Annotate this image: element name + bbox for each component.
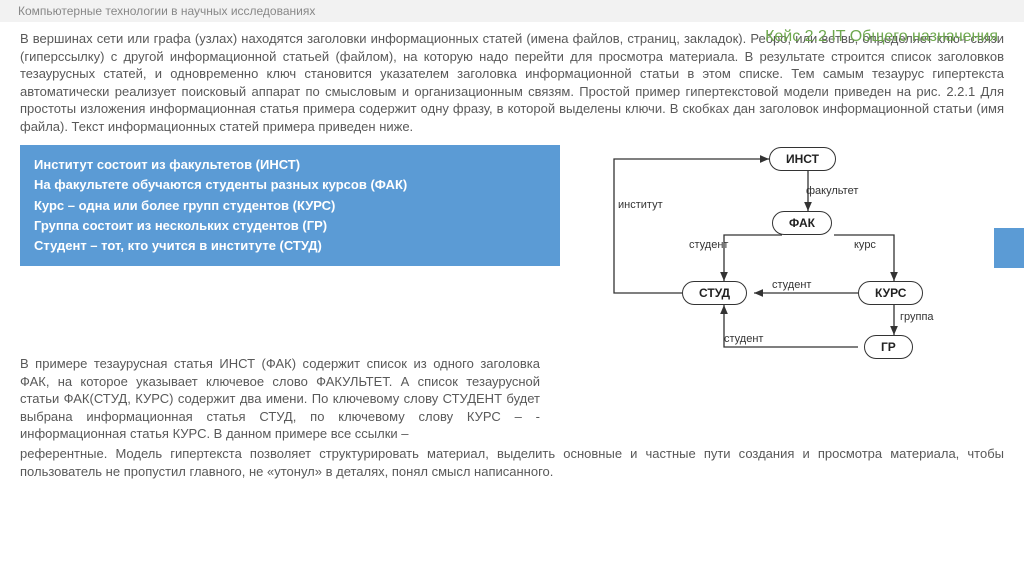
side-accent-block [994, 228, 1024, 268]
edge-label: студент [689, 239, 728, 251]
hypertext-diagram: ИНСТ ФАК СТУД КУРС ГР факультет студент … [574, 139, 964, 349]
node-stud: СТУД [682, 281, 747, 305]
middle-row: Институт состоит из факультетов (ИНСТ) Н… [20, 145, 1004, 349]
node-fak: ФАК [772, 211, 832, 235]
edge-label: институт [618, 199, 663, 211]
paragraph-3: референтные. Модель гипертекста позволяе… [20, 445, 1004, 480]
node-gr: ГР [864, 335, 913, 359]
edge-label: студент [724, 333, 763, 345]
def-line: Группа состоит из нескольких студентов (… [34, 216, 546, 236]
case-title: Кейс 2.2 IT Общего назначения [765, 28, 998, 46]
main-content: Кейс 2.2 IT Общего назначения В вершинах… [0, 22, 1024, 480]
def-line: На факультете обучаются студенты разных … [34, 175, 546, 195]
header-title: Компьютерные технологии в научных исслед… [18, 4, 315, 18]
edge-label: студент [772, 279, 811, 291]
def-line: Институт состоит из факультетов (ИНСТ) [34, 155, 546, 175]
definitions-box: Институт состоит из факультетов (ИНСТ) Н… [20, 145, 560, 266]
paragraph-2: В примере тезаурусная статья ИНСТ (ФАК) … [20, 355, 540, 443]
def-line: Курс – одна или более групп студентов (К… [34, 196, 546, 216]
edge-label: курс [854, 239, 876, 251]
node-kurs: КУРС [858, 281, 923, 305]
page-header: Компьютерные технологии в научных исслед… [0, 0, 1024, 22]
edge-label: факультет [806, 185, 858, 197]
node-inst: ИНСТ [769, 147, 836, 171]
def-line: Студент – тот, кто учится в институте (С… [34, 236, 546, 256]
edge-label: группа [900, 311, 934, 323]
